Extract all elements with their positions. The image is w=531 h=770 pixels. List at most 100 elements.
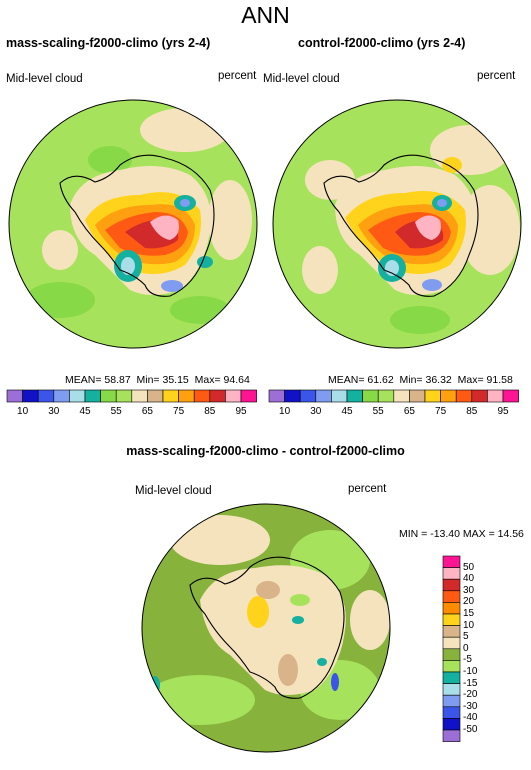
panel-2-title: control-f2000-climo (yrs 2-4): [298, 36, 466, 50]
colorbar-tick-label: 5: [463, 631, 469, 643]
colorbar-tick-label: 30: [463, 584, 475, 596]
panel-1-variable-label: Mid-level cloud: [6, 73, 83, 85]
colorbar-diff: [442, 555, 461, 742]
colorbar-tick-label: 95: [497, 406, 509, 417]
colorbar-tick-label: 45: [79, 406, 91, 417]
colorbar-swatch: [442, 648, 461, 661]
colorbar-tick-label: -10: [463, 666, 478, 677]
colorbar-swatch: [393, 389, 410, 403]
colorbar-swatch: [225, 389, 242, 403]
colorbar-swatch: [240, 389, 257, 403]
colorbar-tick-label: -40: [463, 712, 478, 724]
colorbar-swatch: [362, 389, 379, 403]
colorbar-swatch: [442, 602, 461, 615]
colorbar-swatch: [178, 389, 195, 403]
colorbar-swatch: [53, 389, 70, 403]
colorbar-swatch: [442, 718, 461, 731]
colorbar-swatch: [442, 694, 461, 708]
colorbar-tick-label: 95: [235, 406, 247, 417]
colorbar-swatch: [502, 389, 519, 403]
colorbar-swatch: [442, 671, 461, 684]
colorbar-swatch: [442, 683, 461, 696]
panel-2-variable-label: Mid-level cloud: [263, 73, 340, 85]
colorbar-swatch: [471, 389, 488, 403]
panel-1-stats: MEAN= 58.87 Min= 35.15 Max= 94.64: [65, 374, 250, 386]
colorbar-swatch: [440, 389, 457, 403]
colorbar-tick-label: 55: [372, 406, 384, 417]
colorbar-swatch: [6, 389, 23, 403]
colorbar-tick-label: 65: [403, 406, 415, 417]
colorbar-swatch: [442, 590, 461, 603]
colorbar-tick-label: -30: [463, 700, 478, 712]
colorbar-1: [6, 389, 257, 403]
colorbar-tick-label: 50: [463, 561, 475, 573]
colorbar-swatch: [442, 613, 461, 626]
colorbar-swatch: [193, 389, 211, 403]
map-mass-scaling: [9, 100, 257, 348]
colorbar-swatch: [442, 625, 461, 638]
colorbar-swatch: [424, 389, 441, 403]
colorbar-swatch: [331, 389, 348, 403]
colorbar-swatch: [377, 389, 395, 403]
colorbar-swatch: [442, 729, 461, 742]
colorbar-swatch: [442, 555, 461, 568]
colorbar-tick-label: 10: [279, 406, 291, 417]
colorbar-tick-label: -5: [463, 654, 472, 666]
colorbar-tick-label: 30: [48, 406, 60, 417]
colorbar-tick-label: 65: [141, 406, 153, 417]
panel-2-stats: MEAN= 61.62 Min= 36.32 Max= 91.58: [328, 374, 513, 386]
map-2-border: [272, 99, 522, 349]
colorbar-tick-label: 75: [173, 406, 185, 417]
colorbar-swatch: [37, 389, 55, 403]
colorbar-swatch: [487, 389, 504, 403]
colorbar-swatch: [346, 389, 363, 403]
colorbar-swatch: [284, 389, 301, 403]
map-1-border: [8, 99, 258, 349]
colorbar-2: [268, 389, 519, 403]
colorbar-swatch: [84, 389, 101, 403]
colorbar-swatch: [442, 636, 461, 650]
colorbar-swatch: [147, 389, 164, 403]
colorbar-tick-label: 40: [463, 573, 475, 585]
diff-panel-units-label: percent: [348, 483, 387, 495]
colorbar-tick-label: 10: [17, 406, 29, 417]
colorbar-swatch: [100, 389, 117, 403]
colorbar-swatch: [442, 567, 461, 580]
colorbar-swatch: [442, 706, 461, 719]
figure-title: ANN: [241, 2, 290, 28]
colorbar-swatch: [299, 389, 317, 403]
colorbar-tick-label: -50: [463, 724, 478, 735]
colorbar-swatch: [442, 578, 461, 592]
colorbar-swatch: [69, 389, 86, 403]
map-control: [273, 100, 521, 348]
colorbar-tick-label: 15: [463, 608, 475, 619]
colorbar-tick-label: 0: [463, 642, 469, 654]
map-difference: [142, 504, 390, 752]
colorbar-swatch: [162, 389, 179, 403]
colorbar-tick-label: 55: [110, 406, 122, 417]
colorbar-swatch: [455, 389, 473, 403]
colorbar-swatch: [209, 389, 226, 403]
colorbar-tick-label: 85: [466, 406, 478, 417]
colorbar-swatch: [131, 389, 148, 403]
colorbar-swatch: [22, 389, 39, 403]
colorbar-swatch: [442, 660, 461, 673]
diff-panel-minmax: MIN = -13.40 MAX = 14.56: [399, 528, 524, 540]
colorbar-swatch: [409, 389, 426, 403]
colorbar-tick-label: 30: [310, 406, 322, 417]
colorbar-tick-label: 85: [204, 406, 216, 417]
diff-panel-variable-label: Mid-level cloud: [135, 485, 212, 497]
panel-2-units-label: percent: [477, 70, 516, 82]
panel-1-title: mass-scaling-f2000-climo (yrs 2-4): [6, 36, 211, 50]
diff-panel-title: mass-scaling-f2000-climo - control-f2000…: [126, 444, 405, 458]
colorbar-tick-label: 10: [463, 619, 475, 631]
colorbar-swatch: [115, 389, 133, 403]
colorbar-tick-label: 20: [463, 596, 475, 608]
colorbar-tick-label: 45: [341, 406, 353, 417]
colorbar-tick-label: -20: [463, 689, 478, 701]
colorbar-swatch: [315, 389, 332, 403]
colorbar-swatch: [268, 389, 285, 403]
colorbar-tick-label: 75: [435, 406, 447, 417]
colorbar-tick-label: -15: [463, 677, 478, 689]
